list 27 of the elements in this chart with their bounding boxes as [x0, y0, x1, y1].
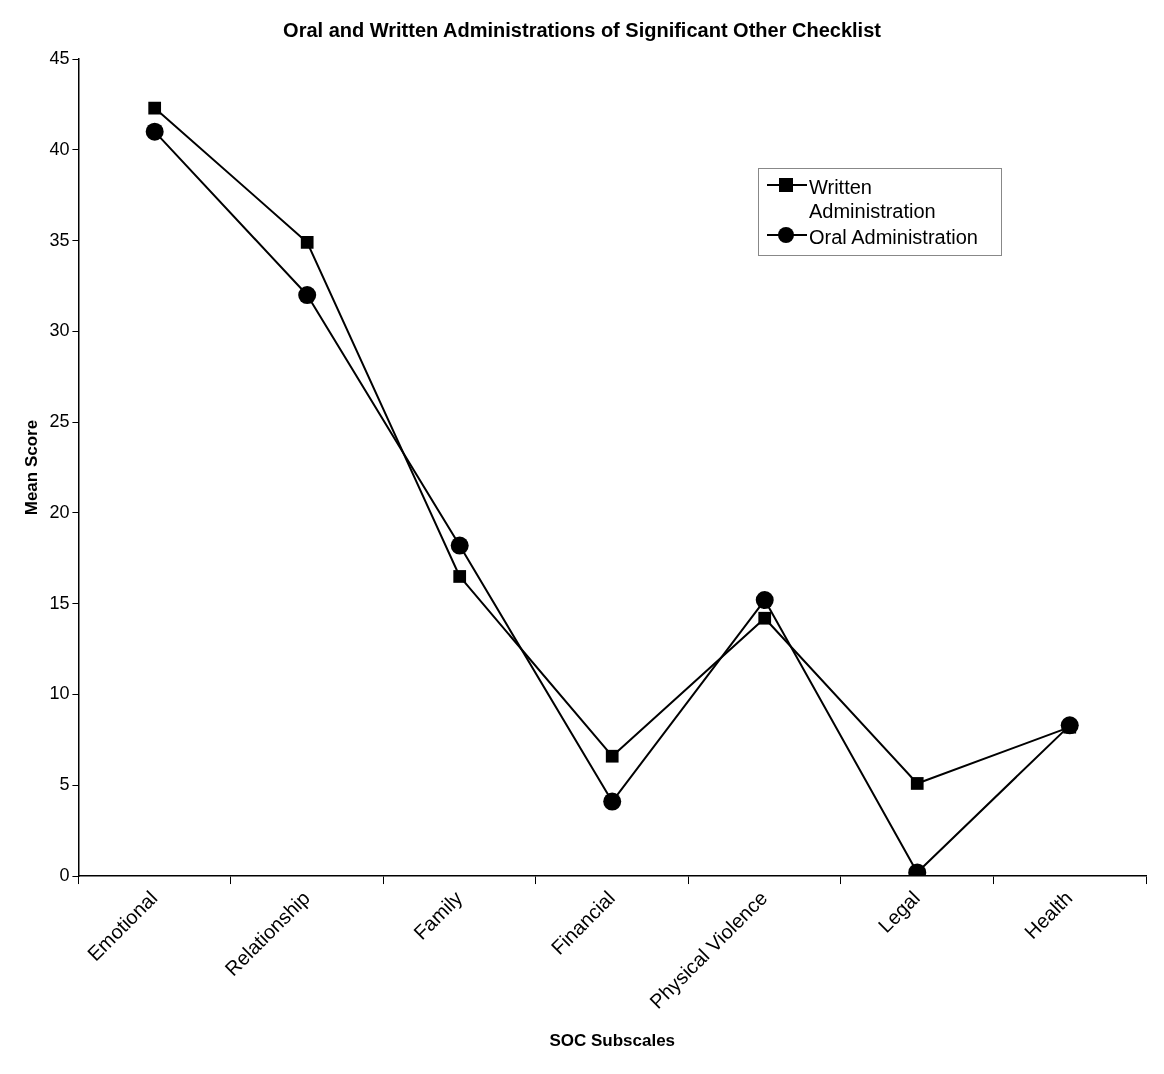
point [450, 536, 469, 555]
y-tick-label: 20 [49, 501, 70, 522]
point [605, 749, 619, 763]
point [755, 591, 774, 610]
y-axis-title: Mean Score [21, 419, 41, 516]
y-tick-label: 5 [59, 774, 70, 795]
point [148, 101, 162, 115]
y-tick-label: 35 [49, 229, 70, 250]
y-tick-label: 30 [49, 320, 70, 341]
point [145, 122, 164, 141]
point [300, 236, 314, 249]
legend-label: Written Administration [809, 175, 937, 223]
point [758, 611, 772, 625]
y-tick-label: 10 [49, 683, 70, 704]
point [1060, 716, 1079, 735]
x-axis-title: SOC Subscales [549, 1031, 676, 1051]
legend-label: Oral Administration [809, 225, 978, 249]
point [603, 792, 622, 811]
y-tick-label: 45 [49, 47, 70, 68]
point [298, 286, 317, 305]
point [453, 570, 467, 583]
y-tick-label: 0 [59, 865, 70, 886]
chart-title: Oral and Written Administrations of Significant Other Checklist [283, 18, 882, 41]
y-tick-label: 40 [49, 138, 70, 159]
y-tick-label: 15 [49, 592, 70, 613]
y-tick-label: 25 [49, 411, 70, 432]
point [910, 777, 924, 790]
